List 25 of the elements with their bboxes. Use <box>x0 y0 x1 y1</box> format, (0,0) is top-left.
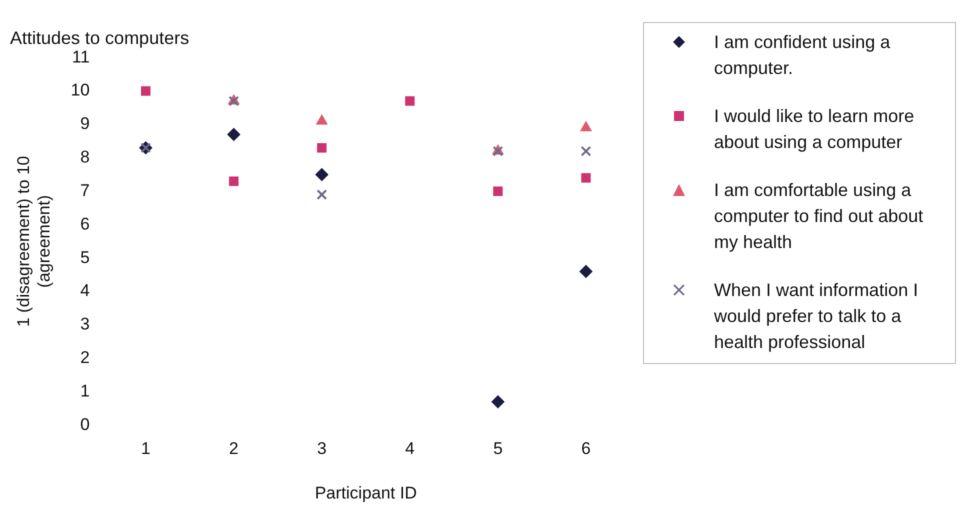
x-tick-label: 2 <box>229 439 239 458</box>
x-tick-label: 4 <box>405 439 415 458</box>
y-tick-label: 3 <box>80 314 90 334</box>
y-tick-label: 8 <box>80 148 90 167</box>
legend-label: I would like to learn more about using a computer <box>714 105 916 154</box>
y-tick-label: 5 <box>80 248 90 267</box>
y-tick-label: 0 <box>80 414 90 434</box>
y-tick-label: 1 <box>80 381 90 400</box>
y-tick-label: 6 <box>80 214 90 234</box>
legend-label: When I want information I would prefer to talk to a health professional <box>714 279 920 354</box>
chart-title: Attitudes to computers <box>10 28 190 48</box>
x-axis-title: Participant ID <box>314 483 417 502</box>
y-tick-label: 4 <box>80 281 90 300</box>
y-tick-label: 9 <box>80 114 90 134</box>
x-tick-label: 1 <box>141 439 150 458</box>
x-tick-label: 6 <box>581 439 591 458</box>
y-tick-label: 2 <box>80 348 90 368</box>
legend-label: I am confident using a computer. <box>714 31 892 80</box>
y-tick-label: 10 <box>70 80 90 100</box>
x-tick-label: 5 <box>493 439 503 458</box>
y-axis-title: 1 (disagreement) to 10 (agreement) <box>14 156 54 327</box>
legend-label: I am comfortable using a computer to find out about my health <box>714 179 924 254</box>
x-tick-label: 3 <box>317 439 327 458</box>
y-tick-label: 11 <box>72 47 90 66</box>
y-tick-label: 7 <box>80 180 90 200</box>
